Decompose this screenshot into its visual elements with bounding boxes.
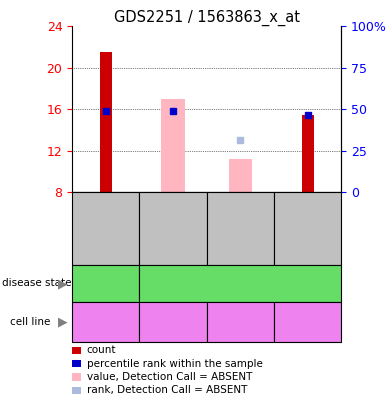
Text: count: count — [87, 345, 116, 355]
Bar — [229, 159, 252, 192]
Text: GSM73645: GSM73645 — [303, 202, 313, 255]
Text: GSM73641: GSM73641 — [101, 202, 111, 255]
Text: GSM73644: GSM73644 — [235, 202, 245, 255]
Text: U937: U937 — [293, 317, 322, 327]
Text: KG-1: KG-1 — [160, 317, 186, 327]
Text: ▶: ▶ — [58, 315, 67, 328]
Bar — [100, 52, 112, 192]
Bar — [301, 115, 314, 192]
Text: GSM73642: GSM73642 — [168, 202, 178, 255]
Text: monocyt
e: monocyt e — [83, 311, 129, 333]
Text: cell line: cell line — [10, 317, 50, 327]
Text: disease state: disease state — [2, 279, 71, 288]
Text: myeloid leukemia: myeloid leukemia — [191, 279, 290, 288]
Text: ▶: ▶ — [58, 277, 67, 290]
Bar — [161, 99, 185, 192]
Text: percentile rank within the sample: percentile rank within the sample — [87, 359, 262, 369]
Text: GDS2251 / 1563863_x_at: GDS2251 / 1563863_x_at — [114, 10, 300, 26]
Text: value, Detection Call = ABSENT: value, Detection Call = ABSENT — [87, 372, 252, 382]
Text: normal: normal — [86, 279, 125, 288]
Text: THP-1: THP-1 — [224, 317, 257, 327]
Text: rank, Detection Call = ABSENT: rank, Detection Call = ABSENT — [87, 386, 247, 395]
